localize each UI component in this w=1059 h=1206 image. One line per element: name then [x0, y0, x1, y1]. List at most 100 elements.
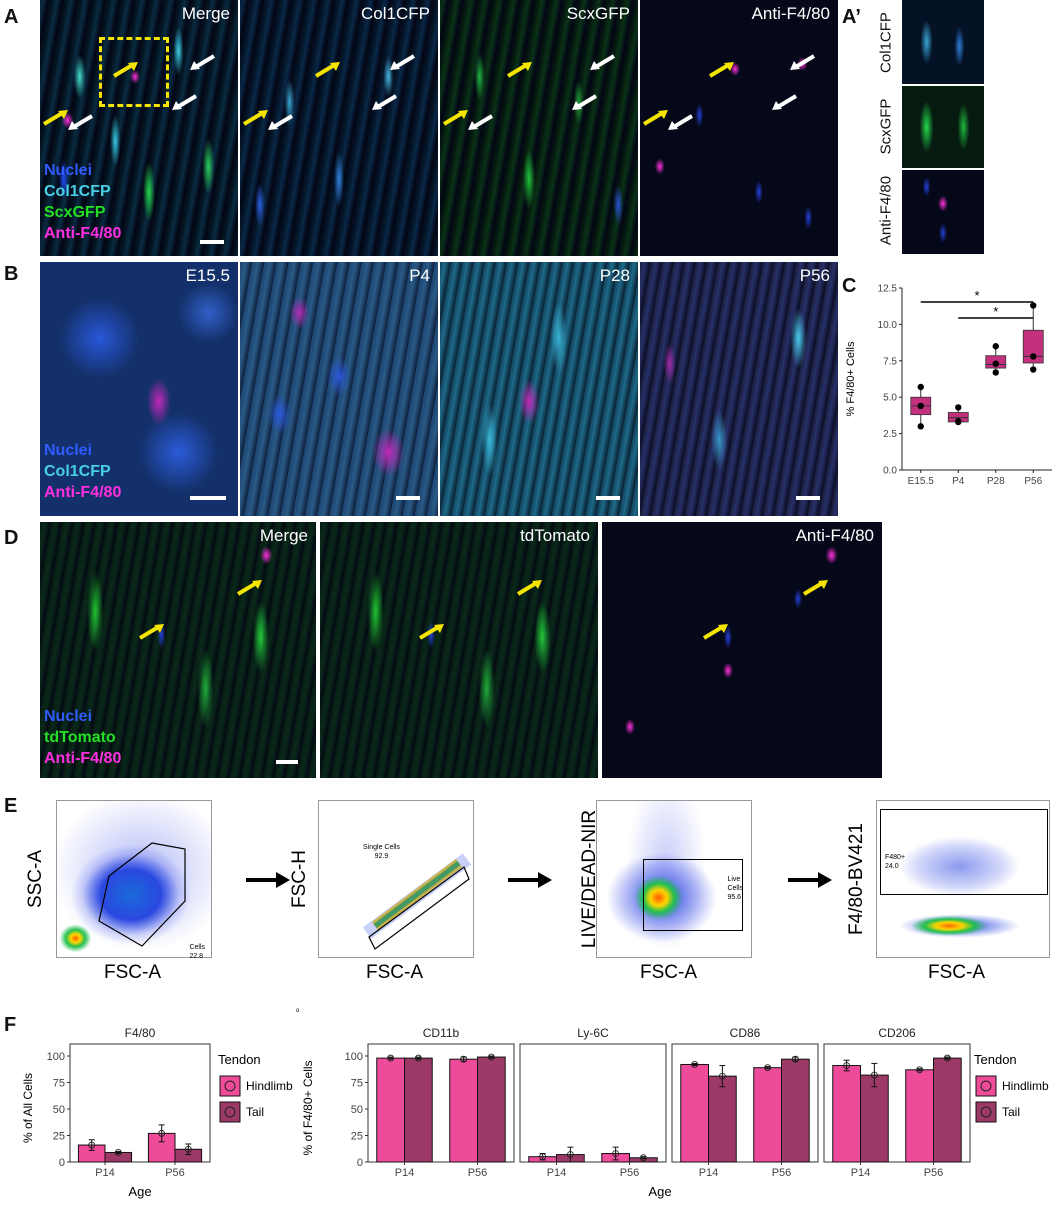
legend-swatch: [219, 1101, 241, 1123]
channel-legend: Nuclei Col1CFP ScxGFP Anti-F4/80: [44, 160, 121, 244]
gate-polygon: [98, 842, 186, 947]
x-tick-label: P56: [468, 1167, 488, 1179]
axis-label-y: LIVE/DEAD-NIR: [579, 809, 600, 949]
white-arrow-icon: [390, 54, 416, 70]
data-point: [114, 1149, 122, 1156]
data-point: [718, 1072, 726, 1080]
x-tick-label: P14: [395, 1167, 415, 1179]
micrograph-d-tdtomato: tdTomato: [320, 522, 598, 778]
arrow-right-icon: [246, 872, 290, 888]
y-tick-label: 5.0: [883, 393, 897, 404]
axis-label-x: FSC-A: [928, 962, 985, 983]
data-point: [917, 383, 924, 391]
legend-anti-f480: Anti-F4/80: [44, 750, 122, 767]
y-tick-label: 75: [351, 1078, 363, 1090]
white-arrow-icon: [790, 54, 816, 70]
bar: [933, 1057, 962, 1163]
panel-title: Merge: [181, 4, 230, 23]
data-point: [917, 423, 924, 430]
x-tick-label: P56: [165, 1167, 185, 1179]
y-tick-label: 0: [59, 1157, 65, 1169]
chart-f-left: F4/80 P14 P56 0 25 50 75 100 % of All Cells Age: [21, 1026, 211, 1199]
panel-title: tdTomato: [520, 526, 590, 545]
box: [1022, 329, 1044, 364]
panel-letter-e: E: [4, 795, 18, 817]
x-tick-label: P56: [1024, 476, 1042, 487]
y-tick-label: 100: [345, 1051, 363, 1063]
x-tick-label: P14: [95, 1167, 115, 1179]
chart-c-boxplot: 0.0 2.5 5.0 7.5 10.0 12.5 E15.5 P4 P28 P56 % F4/80…: [845, 284, 1052, 487]
legend-nuclei: Nuclei: [44, 442, 93, 459]
panel-title: P4: [409, 266, 430, 285]
white-arrow-icon: [172, 94, 198, 110]
micrograph-b-p4: P4: [240, 262, 438, 516]
gate-rectangle: [643, 859, 743, 931]
x-tick-label: P14: [699, 1167, 719, 1179]
gate-label: Cells 22.8: [189, 944, 205, 960]
facet-frame: [519, 1043, 667, 1163]
white-arrow-icon: [190, 54, 216, 70]
legend-item-label: Tail: [246, 1105, 264, 1119]
bar: [376, 1057, 406, 1163]
white-arrow-icon: [668, 114, 694, 130]
micrograph-a-merge: Merge Nuclei Col1CFP ScxGFP Anti-F4/80: [40, 0, 238, 256]
data-point: [870, 1071, 878, 1079]
bar: [832, 1065, 862, 1163]
x-axis-title: Age: [648, 1184, 671, 1199]
micrograph-a-scxgfp: ScxGFP: [440, 0, 638, 256]
yellow-arrow-icon: [242, 110, 268, 126]
data-point: [539, 1153, 547, 1161]
yellow-arrow-icon: [314, 62, 340, 78]
x-axis-title: Age: [128, 1184, 151, 1199]
panel-title: ScxGFP: [566, 4, 630, 23]
white-arrow-icon: [268, 114, 294, 130]
data-point: [414, 1054, 422, 1062]
gate-rectangle: [880, 809, 1048, 895]
inset-col1cfp: [902, 0, 984, 84]
white-arrow-icon: [590, 54, 616, 70]
gate-label: F480+ 24.0: [885, 854, 906, 870]
white-arrow-icon: [372, 94, 398, 110]
micrograph-d-f480: Anti-F4/80: [602, 522, 882, 778]
legend-col1cfp: Col1CFP: [44, 463, 111, 480]
y-axis-title: % F4/80+ Cells: [845, 341, 857, 416]
data-point: [487, 1053, 495, 1061]
yellow-arrow-icon: [236, 580, 262, 596]
y-tick-label: 25: [351, 1131, 363, 1143]
legend-marker: [980, 1106, 992, 1118]
gate-polygon: [362, 853, 472, 950]
bar: [708, 1075, 737, 1163]
inset-label: Anti-F4/80: [877, 175, 895, 246]
y-tick-label: 100: [47, 1051, 65, 1063]
facet-title: CD206: [878, 1026, 916, 1040]
facet-title: CD11b: [423, 1026, 460, 1040]
data-point: [843, 1062, 851, 1069]
data-point: [1030, 302, 1037, 309]
legend-swatch: [219, 1075, 241, 1097]
data-point: [1030, 366, 1037, 373]
yellow-arrow-icon: [112, 62, 138, 78]
flow-plot-1: Cells 22.8: [56, 800, 212, 960]
inset-scxgfp: [902, 86, 984, 168]
micrograph-d-merge: Merge Nuclei tdTomato Anti-F4/80: [40, 522, 316, 778]
data-point: [691, 1061, 699, 1068]
legend-swatch: [975, 1101, 997, 1123]
bar: [753, 1067, 783, 1163]
panel-title: E15.5: [185, 266, 230, 285]
y-tick-label: 2.5: [883, 429, 897, 440]
bar: [781, 1058, 810, 1163]
white-arrow-icon: [68, 114, 94, 130]
legend-f-left: Tendon Hindlimb Tail: [218, 1052, 293, 1123]
white-arrow-icon: [572, 94, 598, 110]
scale-bar: [200, 240, 224, 244]
facet-title: F4/80: [125, 1026, 156, 1040]
bar: [449, 1058, 478, 1163]
y-tick-label: 7.5: [883, 356, 897, 367]
micrograph-b-e155: E15.5 Nuclei Col1CFP Anti-F4/80: [40, 262, 238, 516]
micrograph-a-col1cfp: Col1CFP: [240, 0, 438, 256]
bar: [680, 1063, 710, 1163]
inset-label: Col1CFP: [877, 12, 895, 73]
x-tick-label: P56: [924, 1167, 944, 1179]
yellow-arrow-icon: [708, 62, 734, 78]
legend-marker: [224, 1106, 236, 1118]
